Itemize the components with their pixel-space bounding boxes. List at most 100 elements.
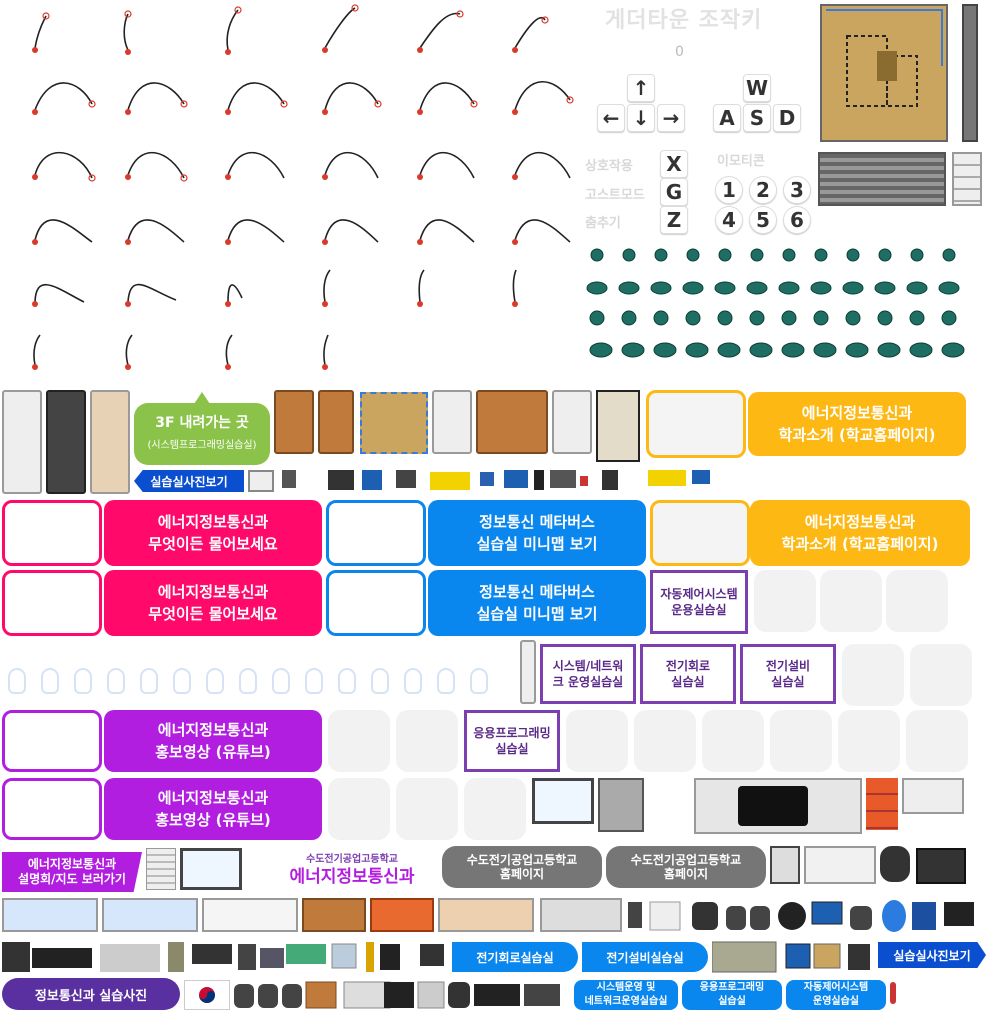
cable-sprite [34,283,85,303]
office-chair [880,846,910,882]
equipment-strip-svg [282,470,618,490]
cable-sprite [227,284,243,303]
monitor-box [248,470,274,492]
ask-thumb-2[interactable] [2,570,102,636]
cable-sprites-svg [32,4,574,370]
speech-bubble-tail [194,392,210,404]
ghost-avatar [437,668,455,694]
ghost-avatar [338,668,356,694]
facility-lab-sign[interactable]: 전기설비 실습실 [740,644,836,704]
info-session-tag[interactable]: 에너지정보통신과 설명회/지도 보러가기 [2,852,142,892]
promo-banner-2[interactable]: 에너지정보통신과 홍보영상 (유튜브) [104,778,322,840]
item-strip-b-svg [711,941,870,973]
ask-banner-2[interactable]: 에너지정보통신과 무엇이든 물어보세요 [104,570,322,636]
action-label-dance: 춤추기 [585,216,621,231]
facility-lab-tag[interactable]: 전기설비실습실 [582,942,708,972]
tile-kit-2 [464,778,526,840]
minimap-banner[interactable]: 정보통신 메타버스 실습실 미니맵 보기 [428,500,646,566]
ghost-avatar [8,668,26,694]
equipment-strip [280,466,640,494]
cable-sprite [227,82,285,111]
speech-bubble-3f: 3F 내려가는 곳 (시스템프로그래밍실습실) [134,403,270,465]
dept-intro-banner-2[interactable]: 에너지정보통신과 학과소개 (학교홈페이지) [750,500,970,566]
elevator [598,778,644,832]
cable-sprite-sheet [0,0,590,385]
action-label-ghost: 고스트모드 [585,188,645,203]
dept-photos-tag[interactable]: 정보통신과 실습사진 [2,978,180,1010]
school-name-big: 에너지정보통신과 [289,867,415,887]
ghost-avatar [371,668,389,694]
cable-sprite [123,13,129,51]
promo-thumb[interactable] [2,710,102,772]
cable-sprite [514,152,571,179]
dept-intro-thumb-2[interactable] [650,500,750,566]
promo-banner[interactable]: 에너지정보통신과 홍보영상 (유튜브) [104,710,322,772]
item-strip-a-svg [2,942,444,972]
lab-photos-tag-2[interactable]: 실습실사진보기 [878,942,986,968]
circuit-lab-sign[interactable]: 전기회로 실습실 [640,644,736,704]
homepage-button-2[interactable]: 수도전기공업고등학교 홈페이지 [606,846,766,888]
desk-wood [302,898,366,932]
cable-sprite [514,219,571,243]
sysnet-lab-tag[interactable]: 시스템운영 및 네트워크운영실습실 [574,980,678,1010]
key-1: 1 [715,176,743,204]
cable-sprite [512,269,517,303]
minimap-thumb[interactable] [326,500,426,566]
drawer-unit [952,152,982,206]
zoom-label: 0 [675,44,684,60]
minimap-thumb-2[interactable] [326,570,426,636]
dept-intro-banner[interactable]: 에너지정보통신과 학과소개 (학교홈페이지) [748,392,966,456]
cable-sprite [419,152,475,179]
ghost-avatar [41,668,59,694]
blackboard-screen [738,786,808,826]
ghost-avatar [272,668,290,694]
tile-3d-printer-2 [396,778,458,840]
ghost-avatar [140,668,158,694]
sysnet-lab-sign[interactable]: 시스템/네트워 크 운영실습실 [540,644,636,704]
blue-device [692,470,710,484]
korean-flag-svg [199,987,215,1003]
minimap-banner-2[interactable]: 정보통신 메타버스 실습실 미니맵 보기 [428,570,646,636]
cable-sprite [127,219,185,243]
printer [770,846,800,884]
tile-arduino-2 [634,710,696,772]
storage-shelf [818,152,946,206]
ask-banner[interactable]: 에너지정보통신과 무엇이든 물어보세요 [104,500,322,566]
cable-sprite [324,219,379,243]
key-z: Z [660,206,688,234]
speech-line-1: 3F 내려가는 곳 [155,415,249,431]
key-x: X [660,150,688,178]
fire-extinguisher [890,982,896,1004]
auto-lab-sign[interactable]: 자동제어시스템 운용실습실 [650,570,748,634]
white-table [804,846,876,884]
cable-sprite [324,82,379,111]
promo-thumb-2[interactable] [2,778,102,840]
app-lab-tag[interactable]: 응용프로그래밍 실습실 [682,980,782,1010]
calendar-board [916,848,966,884]
lab-photos-tag[interactable]: 실습실사진보기 [134,470,244,492]
app-lab-sign[interactable]: 응용프로그래밍 실습실 [464,710,560,772]
ghost-avatar [206,668,224,694]
cable-sprite [514,17,546,49]
whiteboard [532,778,594,824]
homepage-button[interactable]: 수도전기공업고등학교 홈페이지 [442,846,602,888]
ghost-avatar [470,668,488,694]
dept-intro-thumb[interactable] [646,390,746,458]
circuit-board-wiring [826,9,943,107]
ghost-avatar-row [8,668,508,698]
control-panel [596,390,640,462]
cable-sprite [34,219,93,243]
cable-sprite [226,9,239,51]
ghost-avatar [74,668,92,694]
tile-box-2 [328,778,390,840]
auto-lab-tag[interactable]: 자동제어시스템 운영실습실 [786,980,886,1010]
tile-oscilloscope [886,570,948,632]
cable-sprite [33,334,41,366]
key-right: → [657,104,685,132]
ask-thumb[interactable] [2,500,102,566]
ghost-avatar [404,668,422,694]
ghost-avatar [305,668,323,694]
cabinet-dark [46,390,86,494]
circuit-lab-tag[interactable]: 전기회로실습실 [452,942,578,972]
cable-sprite [324,7,356,49]
